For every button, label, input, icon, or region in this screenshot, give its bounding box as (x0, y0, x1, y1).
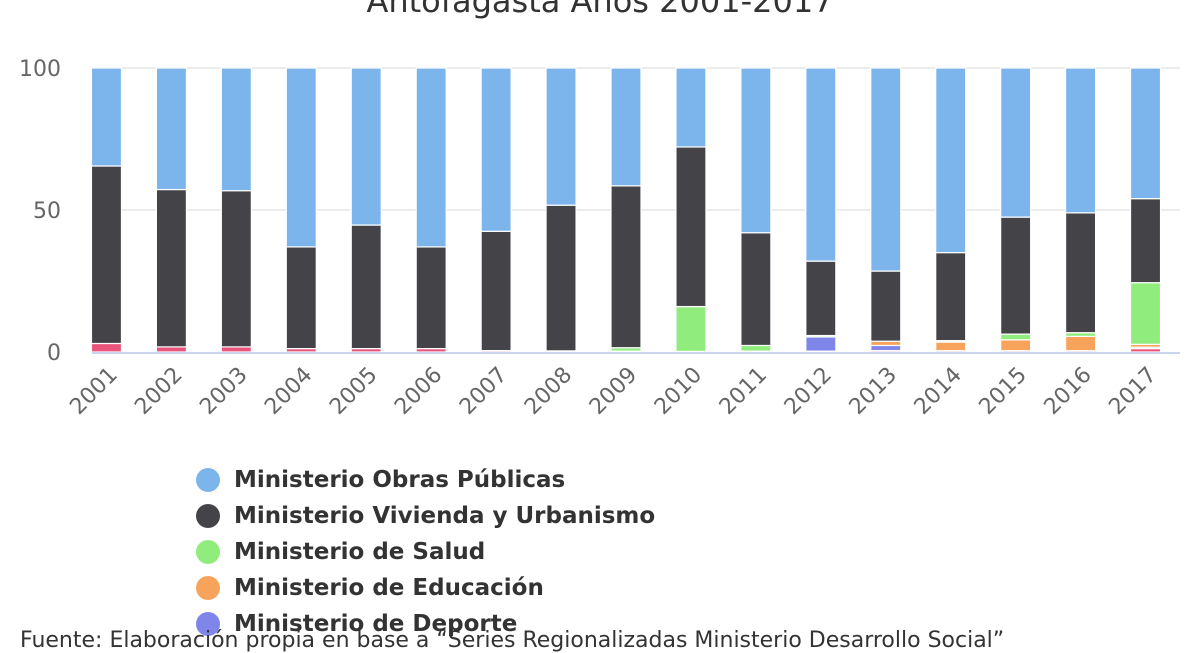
bar-segment-2013-4[interactable] (870, 270, 902, 342)
x-tick-label: 2006 (390, 363, 447, 420)
x-tick-label: 2013 (845, 363, 902, 420)
x-tick-label: 2016 (1040, 363, 1097, 420)
x-tick-label: 2002 (130, 363, 187, 420)
bar-segment-2003-0[interactable] (220, 346, 252, 353)
legend-dot-icon (196, 612, 220, 636)
x-tick-label: 2009 (585, 363, 642, 420)
legend-label: Ministerio Obras Públicas (234, 467, 566, 493)
bar-segment-2009-5[interactable] (610, 67, 642, 187)
bar-segment-2001-0[interactable] (90, 342, 123, 353)
bar-segment-2016-4[interactable] (1064, 212, 1097, 334)
bar-segment-2014-4[interactable] (935, 252, 967, 342)
bar-segment-2017-3[interactable] (1129, 282, 1162, 345)
bar-segment-2011-4[interactable] (740, 232, 772, 347)
source-note: Fuente: Elaboración propia en base a “Se… (20, 628, 1005, 653)
legend-label: Ministerio Vivienda y Urbanismo (234, 503, 656, 529)
chart-title: Antofagasta Años 2001-2017 (366, 0, 834, 20)
legend-label: Ministerio de Educación (234, 575, 544, 601)
bar-segment-2002-4[interactable] (155, 188, 188, 348)
x-tick-label: 2007 (455, 363, 512, 420)
x-tick-label: 2004 (260, 363, 317, 420)
bar-segment-2016-5[interactable] (1064, 67, 1097, 214)
bar-segment-2015-5[interactable] (1000, 67, 1032, 218)
bar-segment-2012-5[interactable] (805, 67, 837, 262)
x-tick-label: 2011 (715, 363, 772, 420)
bar-segment-2001-5[interactable] (90, 67, 123, 167)
bar-segment-2012-1[interactable] (805, 336, 837, 352)
bar-segment-2007-4[interactable] (480, 230, 512, 352)
bar-segment-2012-4[interactable] (805, 260, 837, 337)
bar-segment-2011-5[interactable] (740, 67, 772, 234)
bar-segment-2001-4[interactable] (90, 165, 123, 345)
legend-dot-icon (196, 540, 220, 564)
bar-segment-2015-4[interactable] (1000, 216, 1032, 335)
bar-segment-2010-5[interactable] (675, 67, 707, 148)
bar-segment-2017-5[interactable] (1129, 67, 1162, 200)
x-tick-label: 2010 (650, 363, 707, 420)
bar-segment-2008-4[interactable] (545, 204, 577, 352)
x-tick-label: 2005 (325, 363, 382, 420)
legend-dot-icon (196, 468, 220, 492)
bar-segment-2015-2[interactable] (1000, 339, 1032, 352)
bar-segment-2011-3[interactable] (740, 344, 772, 352)
legend-label: Ministerio de Deporte (234, 611, 518, 637)
legend-dot-icon (196, 576, 220, 600)
bar-segment-2003-5[interactable] (220, 67, 252, 192)
bar-segment-2015-3[interactable] (1000, 333, 1032, 341)
bar-segment-2005-4[interactable] (350, 224, 382, 350)
bar-segment-2003-4[interactable] (220, 190, 252, 348)
bar-segment-2010-3[interactable] (675, 305, 707, 353)
x-tick-label: 2015 (975, 363, 1032, 420)
bar-segment-2007-5[interactable] (480, 67, 512, 232)
x-tick-label: 2008 (520, 363, 577, 420)
bar-segment-2008-5[interactable] (545, 67, 577, 206)
bar-segment-2006-4[interactable] (415, 246, 447, 350)
bar-segment-2014-2[interactable] (935, 341, 967, 352)
x-tick-label: 2017 (1104, 363, 1161, 420)
bar-segment-2013-2[interactable] (870, 340, 902, 347)
bars (90, 67, 1162, 353)
bar-segment-2009-4[interactable] (610, 185, 642, 349)
bar-segment-2013-1[interactable] (870, 344, 902, 352)
bar-segment-2002-0[interactable] (155, 346, 188, 353)
x-tick-label: 2014 (910, 363, 967, 420)
x-tick-label: 2001 (65, 363, 122, 420)
bar-segment-2005-5[interactable] (350, 67, 382, 226)
x-tick-label: 2003 (195, 363, 252, 420)
y-tick-label: 50 (33, 199, 61, 224)
y-tick-label: 100 (19, 57, 61, 82)
bar-segment-2010-4[interactable] (675, 146, 707, 308)
bar-segment-2002-5[interactable] (155, 67, 188, 191)
y-tick-label: 0 (47, 341, 61, 366)
bar-segment-2004-5[interactable] (285, 67, 317, 248)
x-tick-label: 2012 (780, 363, 837, 420)
bar-segment-2014-5[interactable] (935, 67, 967, 254)
bar-segment-2017-4[interactable] (1129, 198, 1162, 284)
legend-label: Ministerio de Salud (234, 539, 486, 565)
bar-segment-2016-2[interactable] (1064, 335, 1097, 352)
bar-segment-2013-5[interactable] (870, 67, 902, 272)
bar-segment-2006-5[interactable] (415, 67, 447, 248)
bar-segment-2004-4[interactable] (285, 246, 317, 350)
legend-dot-icon (196, 504, 220, 528)
